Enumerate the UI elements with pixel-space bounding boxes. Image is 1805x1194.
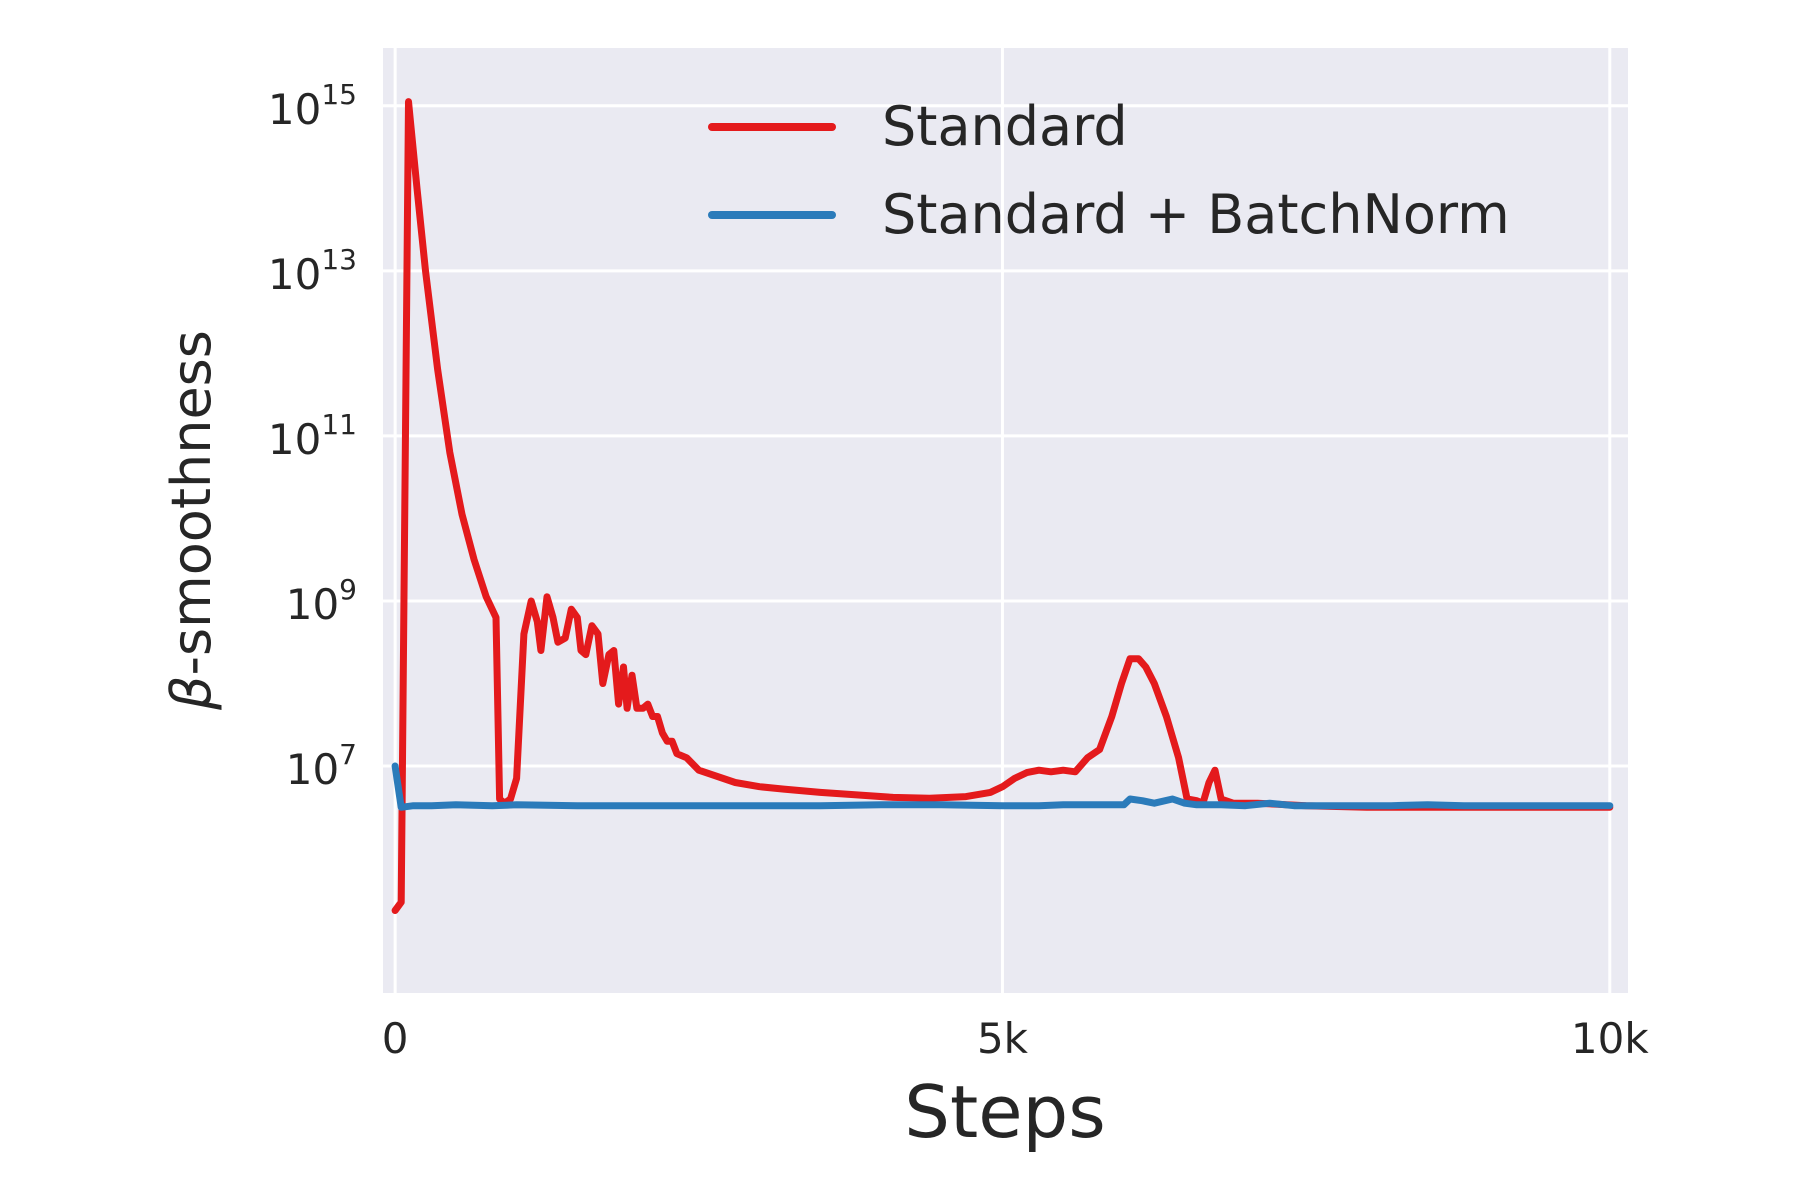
legend-label: Standard <box>882 95 1128 158</box>
y-axis-ticks: 1015 1013 1011 109 107 <box>268 78 357 794</box>
grid <box>383 48 1628 993</box>
y-tick-label: 1013 <box>268 243 357 299</box>
y-tick-label: 107 <box>286 738 357 794</box>
x-tick-label: 10k <box>1571 1014 1649 1063</box>
series-line-standard <box>391 98 1614 914</box>
y-axis-title-rest: -smoothness <box>160 330 223 675</box>
x-tick-label: 0 <box>382 1014 409 1063</box>
legend: Standard Standard + BatchNorm <box>708 95 1510 246</box>
x-axis-title: Steps <box>904 1070 1105 1154</box>
x-axis-ticks: 0 5k 10k <box>382 1014 1650 1063</box>
y-axis-title: β-smoothness <box>160 330 223 711</box>
legend-label: Standard + BatchNorm <box>882 183 1510 246</box>
x-tick-label: 5k <box>977 1014 1029 1063</box>
series-line-batchnorm <box>391 762 1614 811</box>
y-tick-label: 109 <box>286 573 357 629</box>
y-axis-title-symbol: β <box>160 675 223 710</box>
plot-area <box>383 48 1628 993</box>
y-tick-label: 1015 <box>268 78 357 134</box>
series-layer <box>391 98 1614 914</box>
y-tick-label: 1011 <box>268 408 357 464</box>
